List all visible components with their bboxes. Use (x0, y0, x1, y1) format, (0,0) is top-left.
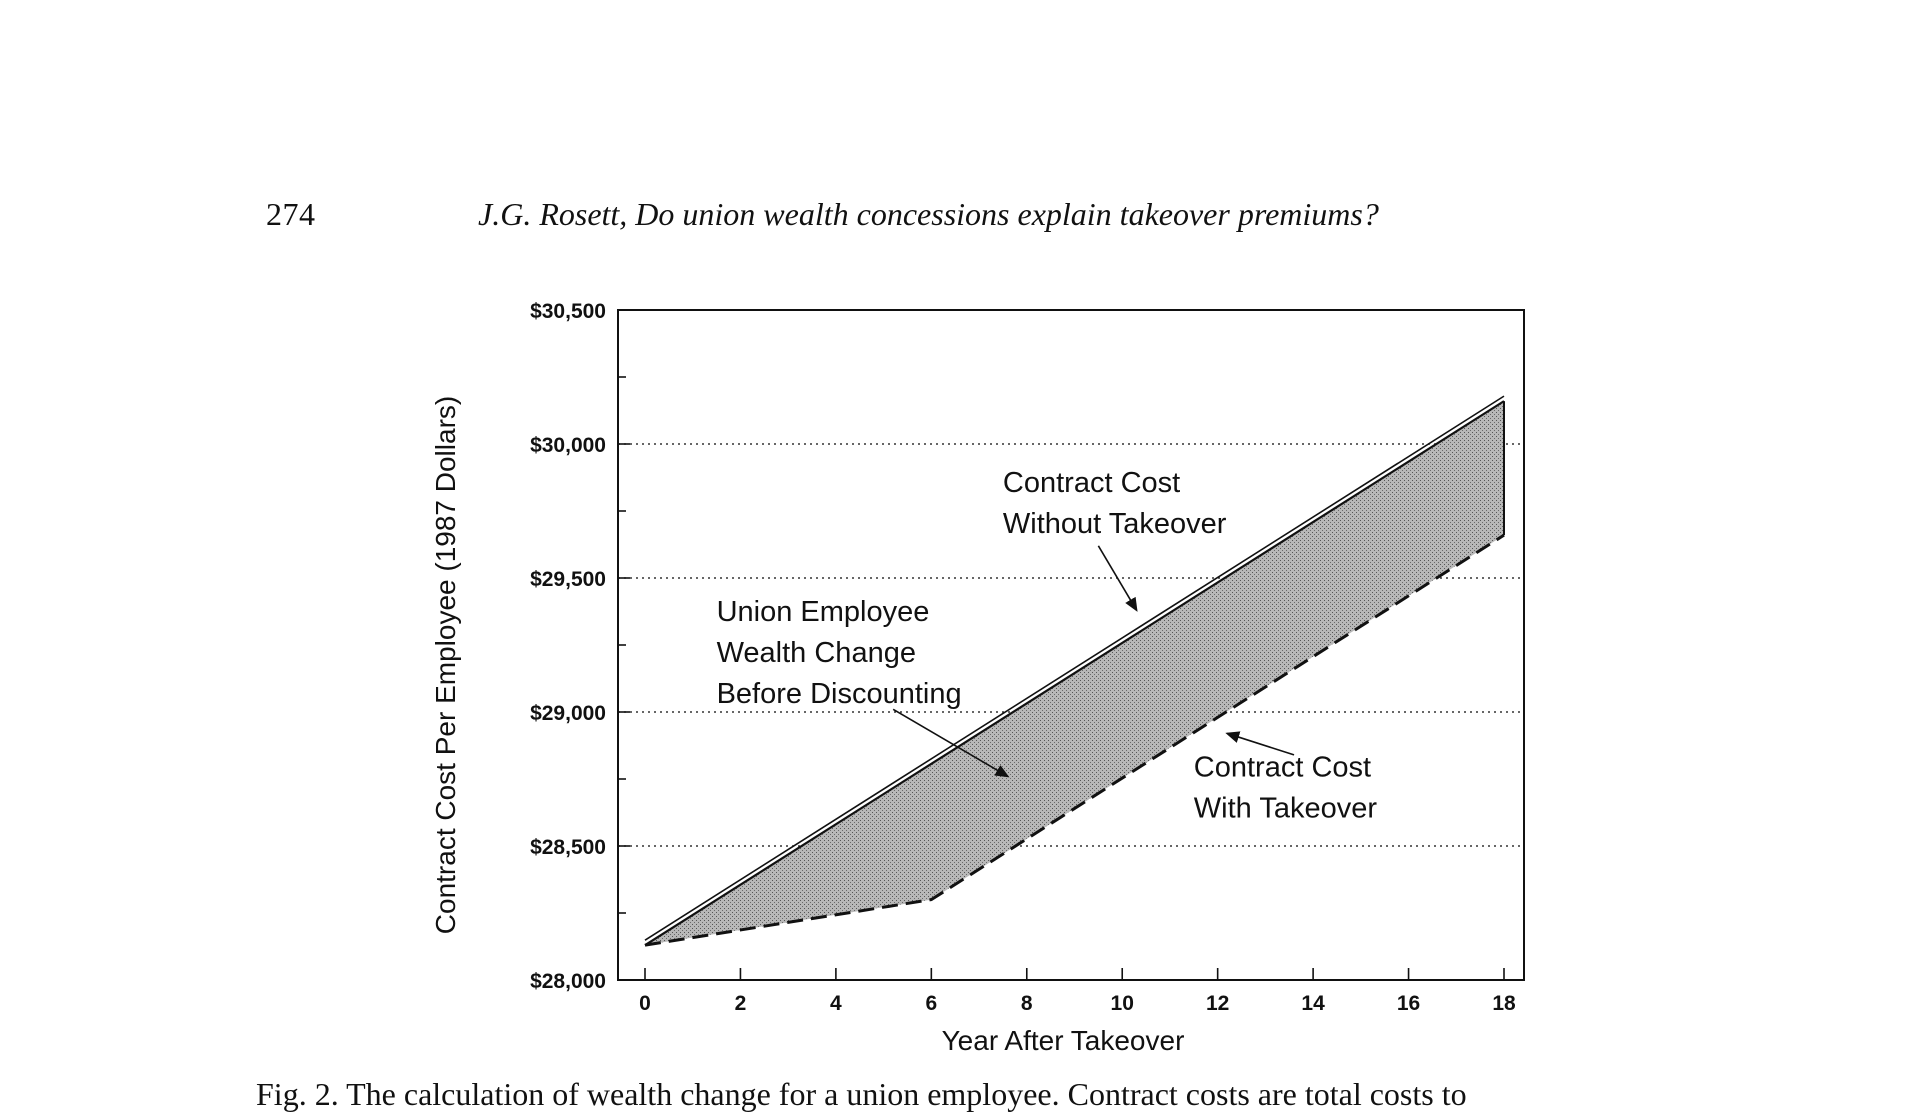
x-tick-label-4: 4 (830, 992, 842, 1015)
annotation-arrow (1225, 731, 1295, 756)
caption-text: The calculation of wealth change for a u… (346, 1076, 1467, 1112)
y-axis-title: Contract Cost Per Employee (1987 Dollars… (430, 396, 461, 934)
x-tick-label-2: 2 (735, 992, 747, 1015)
annotation-line: Before Discounting (717, 678, 962, 710)
axis-ticks (618, 309, 1505, 981)
annotation-arrow (892, 708, 1010, 778)
x-axis-title: Year After Takeover (942, 1025, 1185, 1056)
annotation-line: Contract Cost (1194, 751, 1371, 783)
y-tick-label-28500: $28,500 (530, 836, 606, 859)
annotation-line: With Takeover (1194, 792, 1378, 824)
annotation-with-takeover: Contract Cost With Takeover (1194, 731, 1378, 824)
annotation-line: Wealth Change (717, 637, 916, 669)
annotation-wealth-change: Union Employee Wealth Change Before Discou… (717, 596, 1010, 778)
series-line-without-takeover (644, 400, 1505, 947)
x-tick-label-6: 6 (925, 992, 937, 1015)
caption-label: Fig. 2. (256, 1076, 339, 1112)
x-tick-label-16: 16 (1397, 992, 1420, 1015)
figure-caption: Fig. 2. The calculation of wealth change… (256, 1076, 1467, 1113)
annotation-line: Without Takeover (1003, 508, 1227, 540)
x-tick-label-14: 14 (1301, 992, 1325, 1015)
annotation-line: Contract Cost (1003, 467, 1180, 499)
series-line-without-takeover-outer (644, 395, 1505, 941)
x-tick-label-10: 10 (1111, 992, 1134, 1015)
running-title: J.G. Rosett, Do union wealth concessions… (478, 196, 1379, 232)
y-tick-label-29500: $29,500 (530, 568, 606, 591)
page-number: 274 (266, 196, 316, 232)
annotation-line: Union Employee (717, 596, 930, 628)
annotation-arrow (1097, 545, 1138, 612)
annotation-without-takeover: Contract Cost Without Takeover (1003, 467, 1227, 612)
y-tick-label-29000: $29,000 (530, 702, 606, 725)
y-tick-label-30000: $30,000 (530, 434, 606, 457)
grid-lines (618, 443, 1524, 847)
x-tick-label-8: 8 (1021, 992, 1033, 1015)
series-lines (644, 395, 1505, 947)
x-tick-label-18: 18 (1492, 992, 1516, 1015)
x-tick-label-12: 12 (1206, 992, 1229, 1015)
y-tick-label-28000: $28,000 (530, 970, 606, 993)
annotations: Contract Cost Without Takeover Union Emplo… (717, 467, 1378, 824)
axis-labels: $28,000 $28,500 $29,000 $29,500 $30,000 $30,5… (430, 300, 1516, 1056)
y-tick-label-30500: $30,500 (530, 300, 606, 323)
x-tick-label-0: 0 (639, 992, 651, 1015)
series-line-with-takeover (644, 533, 1505, 947)
